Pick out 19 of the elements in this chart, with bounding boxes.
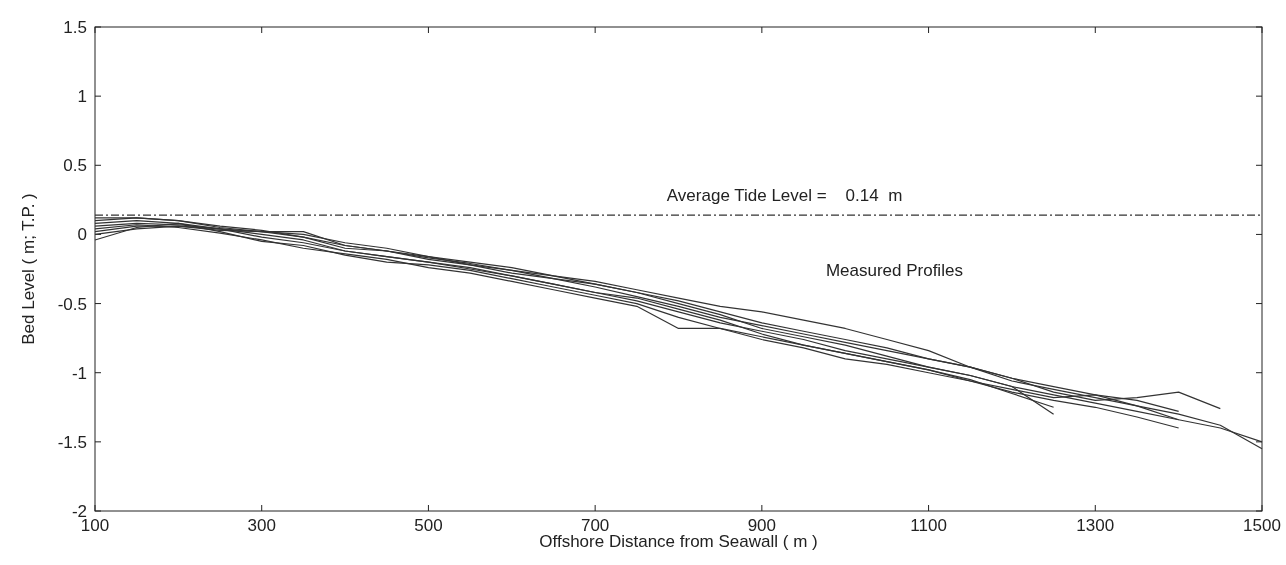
y-tick-label: -1.5 [57,432,87,452]
y-tick-label: 0.5 [63,156,87,176]
ref-line-label: Average Tide Level = 0.14 m [666,186,903,206]
x-tick-label: 700 [580,516,610,535]
x-tick-label: 900 [747,516,777,535]
x-tick-label: 100 [80,516,110,535]
x-tick-label: 1300 [1076,516,1115,535]
x-tick-label: 300 [247,516,276,535]
y-tick-label: 1.5 [63,17,87,37]
y-tick-label: 1 [77,87,87,107]
y-tick-label: -0.5 [57,294,87,314]
y-axis-title: Bed Level ( m; T.P. ) [19,193,38,345]
x-tick-label: 1100 [910,516,947,535]
y-tick-label: 0 [77,225,87,245]
x-tick-label: 500 [414,516,443,535]
x-axis-title: Offshore Distance from Seawall ( m ) [539,532,818,551]
annotation: Measured Profiles [825,261,963,281]
x-tick-label: 1500 [1243,516,1281,535]
y-tick-label: -1 [71,363,87,383]
